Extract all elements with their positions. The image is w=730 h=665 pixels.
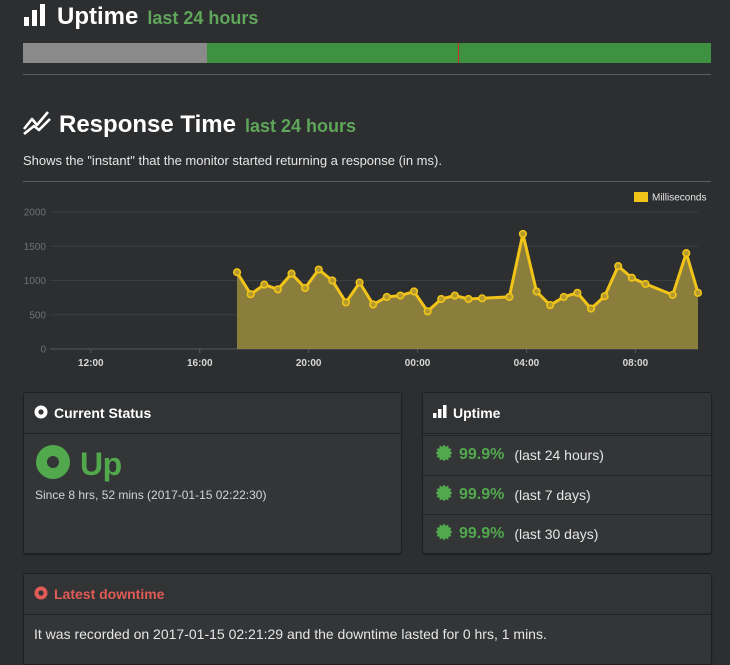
latest-downtime-panel: Latest downtime It was recorded on 2017-… <box>23 573 712 665</box>
uptime-row: 99.9% (last 7 days) <box>423 475 711 514</box>
data-point <box>287 269 296 278</box>
bar-chart-icon <box>23 3 49 27</box>
uptime-subtitle: last 24 hours <box>147 8 259 28</box>
uptime-segment-nodata <box>23 43 207 63</box>
badge-icon <box>435 484 453 507</box>
data-point <box>437 294 446 304</box>
status-state: Up <box>80 446 122 482</box>
current-status-title: Current Status <box>54 405 152 421</box>
data-point <box>518 229 528 239</box>
response-time-subtitle: last 24 hours <box>244 116 356 136</box>
status-indicator: Up <box>36 445 122 484</box>
data-point <box>355 278 364 287</box>
legend-label: Milliseconds <box>652 193 706 204</box>
latest-downtime-text: It was recorded on 2017-01-15 02:21:29 a… <box>34 626 547 642</box>
chart-legend: Milliseconds <box>634 192 706 204</box>
response-time-chart: 0 500 1000 1500 2000 12:00 16:00 20:00 00:00 04:… <box>24 192 706 369</box>
data-point <box>273 285 282 294</box>
data-point <box>682 248 691 258</box>
uptime-panel: Uptime 99.9% (last 24 hours) 99.9% (last… <box>422 392 712 554</box>
data-point <box>328 276 337 285</box>
x-tick-label: 04:00 <box>514 358 540 369</box>
response-time-description: Shows the "instant" that the monitor sta… <box>23 153 442 168</box>
data-point <box>396 291 405 300</box>
data-point <box>693 288 703 297</box>
data-point <box>382 292 391 302</box>
response-time-title: Response Time <box>59 111 236 138</box>
data-point <box>600 292 609 301</box>
response-area <box>237 233 698 349</box>
y-tick-label: 1000 <box>24 276 47 287</box>
uptime-row: 99.9% (last 30 days) <box>423 514 711 553</box>
x-tick-label: 20:00 <box>296 358 322 369</box>
data-point <box>532 287 541 296</box>
uptime-title: Uptime <box>57 3 139 30</box>
data-point <box>409 287 419 296</box>
bar-chart-icon <box>433 405 453 421</box>
uptime-panel-title: Uptime <box>453 405 501 421</box>
up-ring-icon <box>36 445 70 484</box>
data-point <box>546 301 555 310</box>
uptime-bar <box>23 43 711 63</box>
latest-downtime-header: Latest downtime <box>24 574 711 615</box>
line-chart-icon <box>22 109 52 136</box>
data-point <box>586 304 596 313</box>
data-point <box>314 265 323 274</box>
x-tick-label: 08:00 <box>623 358 649 369</box>
uptime-segment-up <box>207 43 458 63</box>
downtime-dot-icon <box>34 586 54 603</box>
data-point <box>423 307 432 316</box>
data-point <box>505 292 514 302</box>
y-tick-label: 0 <box>40 345 46 356</box>
y-tick-label: 1500 <box>24 242 47 253</box>
badge-icon <box>435 523 453 546</box>
data-point <box>232 268 242 277</box>
uptime-segment-up <box>459 43 711 63</box>
y-tick-label: 2000 <box>24 208 47 219</box>
data-point <box>246 290 255 299</box>
latest-downtime-title: Latest downtime <box>54 586 165 602</box>
data-point <box>668 290 677 299</box>
divider <box>23 74 711 75</box>
legend-swatch <box>634 192 648 202</box>
data-point <box>450 291 459 300</box>
uptime-percentage: 99.9% <box>459 525 505 542</box>
uptime-period: (last 24 hours) <box>514 447 604 463</box>
current-status-header: Current Status <box>24 393 401 434</box>
x-tick-label: 16:00 <box>187 358 213 369</box>
uptime-percentage: 99.9% <box>459 486 505 503</box>
data-point <box>369 300 378 309</box>
data-point <box>477 294 487 303</box>
uptime-heading: Uptime last 24 hours <box>23 0 258 31</box>
status-dot-icon <box>34 405 54 422</box>
data-point <box>464 294 473 304</box>
uptime-period: (last 7 days) <box>514 487 591 503</box>
x-tick-label: 12:00 <box>78 358 104 369</box>
data-point <box>301 283 310 293</box>
data-point <box>341 298 351 307</box>
data-point <box>641 279 650 289</box>
data-point <box>260 280 269 289</box>
divider <box>23 181 711 182</box>
uptime-period: (last 30 days) <box>514 526 599 542</box>
x-tick-label: 00:00 <box>405 358 431 369</box>
data-point <box>573 288 582 297</box>
response-time-heading: Response Time last 24 hours <box>22 106 356 139</box>
uptime-panel-header: Uptime <box>423 393 711 434</box>
data-point <box>614 262 623 271</box>
uptime-percentage: 99.9% <box>459 446 505 463</box>
badge-icon <box>435 444 453 467</box>
status-since: Since 8 hrs, 52 mins (2017-01-15 02:22:3… <box>35 488 267 502</box>
uptime-row: 99.9% (last 24 hours) <box>423 435 711 474</box>
uptime-segment-down <box>458 43 459 63</box>
current-status-panel: Current Status Up Since 8 hrs, 52 mins (… <box>23 392 402 554</box>
data-point <box>559 292 568 302</box>
y-tick-label: 500 <box>29 310 46 321</box>
data-point <box>627 273 636 282</box>
